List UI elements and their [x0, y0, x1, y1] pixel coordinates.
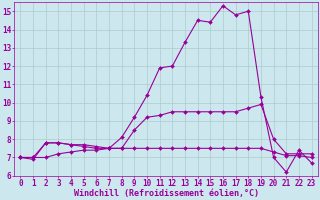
X-axis label: Windchill (Refroidissement éolien,°C): Windchill (Refroidissement éolien,°C) — [74, 189, 259, 198]
